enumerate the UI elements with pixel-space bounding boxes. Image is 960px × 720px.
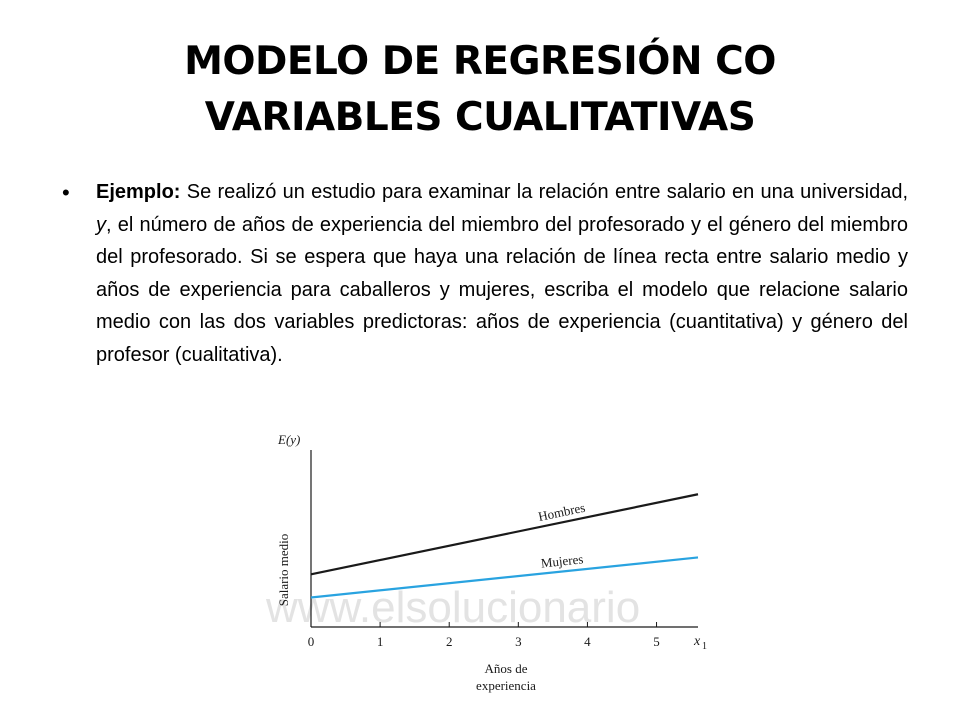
title-line-2: VARIABLES CUALITATIVAS: [204, 95, 756, 140]
series-lines: Hombres Mujeres: [310, 493, 699, 599]
x-axis-symbol-subscript: 1: [702, 641, 707, 652]
bullet-label: Ejemplo:: [96, 181, 181, 203]
x-tick-label: 0: [308, 634, 315, 649]
bullet-text-part-2: , el número de años de experiencia del m…: [96, 213, 908, 366]
chart-svg: www.elsolucionario E(y) Salario medio Añ…: [265, 432, 707, 693]
series-label-mujeres: Mujeres: [540, 551, 584, 570]
y-axis-top-label: E(y): [277, 432, 300, 447]
series-label-hombres: Hombres: [537, 500, 587, 524]
x-axis-label-line-2: experiencia: [476, 678, 536, 693]
series-line-hombres: [310, 493, 699, 576]
x-tick-label: 1: [377, 634, 384, 649]
x-tick-label: 5: [653, 634, 660, 649]
variable-y: y: [96, 213, 106, 236]
bullet-text: Ejemplo: Se realizó un estudio para exam…: [96, 176, 908, 371]
x-axis-symbol: x 1: [693, 634, 707, 652]
x-ticks: 0 1 2 3 4 5: [308, 622, 660, 649]
bullet-item: • Ejemplo: Se realizó un estudio para ex…: [62, 176, 908, 371]
x-tick-label: 4: [584, 634, 591, 649]
bullet-text-part-1: Se realizó un estudio para examinar la r…: [180, 181, 908, 203]
x-axis-label-line-1: Años de: [485, 661, 528, 676]
watermark-text: www.elsolucionario: [265, 583, 640, 632]
y-axis-label: Salario medio: [276, 534, 291, 607]
x-tick-label: 3: [515, 634, 522, 649]
x-axis-symbol-x: x: [693, 634, 701, 649]
x-tick-label: 2: [446, 634, 453, 649]
slide-title: MODELO DE REGRESIÓN CO VARIABLES CUALITA…: [60, 34, 900, 146]
regression-figure: www.elsolucionario E(y) Salario medio Añ…: [258, 420, 728, 700]
series-line-mujeres: [310, 556, 699, 599]
bullet-dot-icon: •: [62, 180, 70, 205]
title-line-1: MODELO DE REGRESIÓN CO: [184, 39, 776, 84]
